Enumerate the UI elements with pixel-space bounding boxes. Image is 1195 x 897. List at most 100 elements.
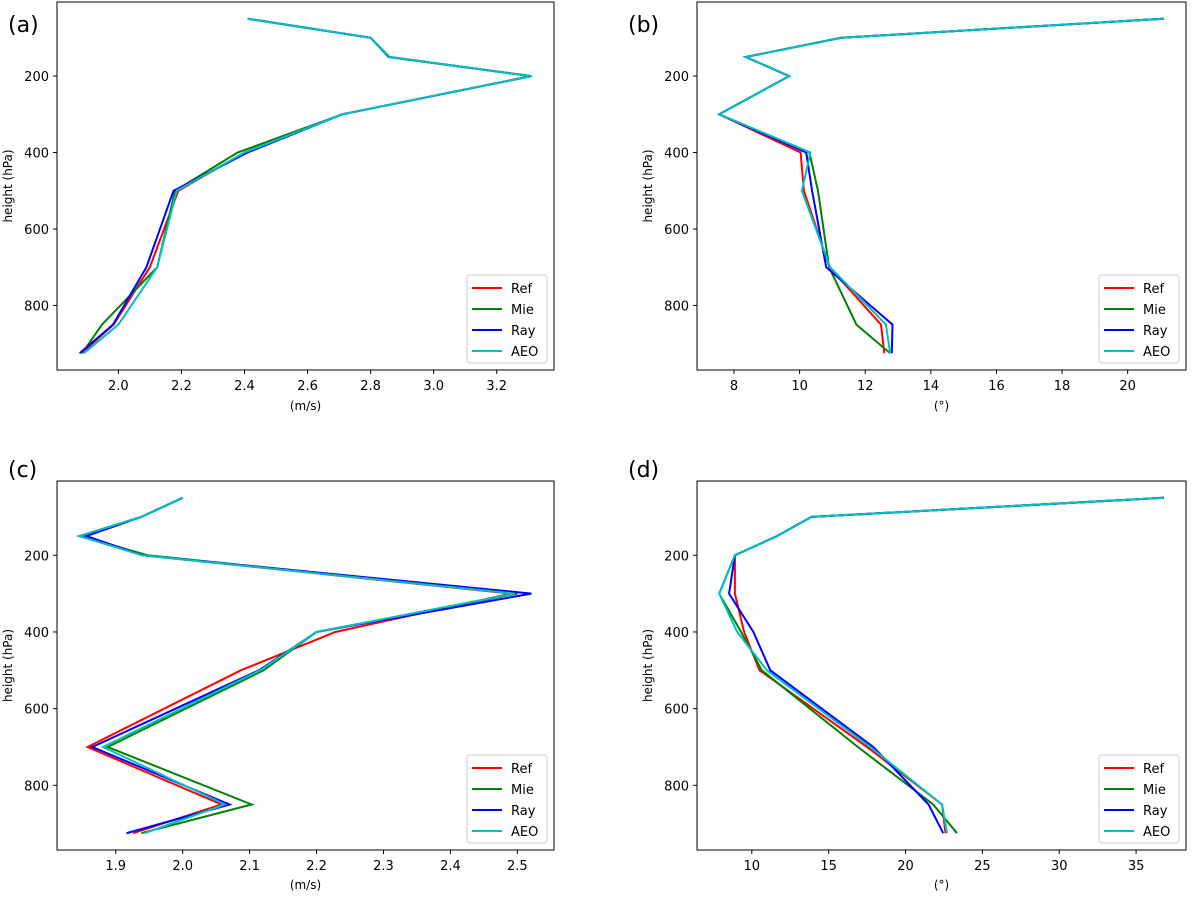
x-axis-label: (m/s) xyxy=(290,399,321,413)
legend: Ref Mie Ray AEO xyxy=(466,754,548,844)
subplot-b: (b) 8 10 12 14 16 18 20 200 400 600 800 (°) height (h… xyxy=(628,1,1187,413)
x-tick-label: 2.6 xyxy=(297,379,318,394)
y-tick-label: 400 xyxy=(24,626,49,641)
x-tick-label: 16 xyxy=(988,379,1005,394)
legend-label-mie: Mie xyxy=(1143,303,1166,318)
series-line-mie xyxy=(716,17,1164,355)
y-axis-label: height (hPa) xyxy=(641,149,655,222)
series-line-ray xyxy=(83,496,532,835)
legend-label-ref: Ref xyxy=(511,282,532,297)
x-tick-label: 30 xyxy=(1051,859,1068,874)
legend: Ref Mie Ray AEO xyxy=(1098,754,1180,844)
x-axis-label: (°) xyxy=(934,399,949,413)
y-tick-label: 200 xyxy=(664,70,689,85)
y-tick-label: 200 xyxy=(664,549,689,564)
x-tick-label: 2.0 xyxy=(108,379,129,394)
x-tick-label: 20 xyxy=(1119,379,1136,394)
y-tick-label: 800 xyxy=(24,779,49,794)
legend-label-ray: Ray xyxy=(511,804,536,819)
y-tick-label: 600 xyxy=(24,223,49,238)
x-tick-label: 3.0 xyxy=(423,379,444,394)
legend-label-aeo: AEO xyxy=(1143,345,1170,360)
x-tick-label: 20 xyxy=(897,859,914,874)
x-axis-label: (°) xyxy=(934,878,949,892)
subplot-c: (c) 1.9 2.0 2.1 2.2 2.3 2.4 2.5 200 400 600 800 (m/s… xyxy=(1,458,555,892)
x-tick-label: 3.2 xyxy=(486,379,507,394)
x-tick-label: 14 xyxy=(923,379,940,394)
series-line-aeo xyxy=(83,17,532,355)
panel-label: (a) xyxy=(8,13,39,38)
subplot-a: (a) 2.0 2.2 2.4 2.6 2.8 3.0 3.2 200 400 600 800 (m/s… xyxy=(1,1,555,413)
panel-label: (c) xyxy=(8,458,37,483)
legend-label-ref: Ref xyxy=(511,762,532,777)
legend-label-aeo: AEO xyxy=(511,825,538,840)
x-tick-label: 25 xyxy=(974,859,991,874)
axes-frame xyxy=(56,480,555,851)
legend-label-aeo: AEO xyxy=(511,345,538,360)
y-tick-label: 800 xyxy=(664,299,689,314)
y-tick-label: 400 xyxy=(664,626,689,641)
legend-label-ref: Ref xyxy=(1143,282,1164,297)
x-tick-label: 8 xyxy=(730,379,738,394)
axes-frame xyxy=(56,1,555,371)
y-tick-label: 200 xyxy=(24,549,49,564)
x-tick-label: 2.2 xyxy=(171,379,192,394)
series-line-aeo xyxy=(76,496,515,835)
x-tick-label: 2.4 xyxy=(440,859,461,874)
y-tick-label: 600 xyxy=(664,223,689,238)
legend-label-ray: Ray xyxy=(1143,804,1168,819)
x-tick-label: 18 xyxy=(1054,379,1071,394)
legend-label-mie: Mie xyxy=(511,303,534,318)
x-tick-label: 10 xyxy=(744,859,761,874)
legend-box xyxy=(466,274,548,364)
y-axis-label: height (hPa) xyxy=(1,149,15,222)
series-line-ref xyxy=(716,17,1164,354)
panel-label: (d) xyxy=(628,458,659,483)
legend-label-ray: Ray xyxy=(511,324,536,339)
legend: Ref Mie Ray AEO xyxy=(466,274,548,364)
y-tick-label: 400 xyxy=(664,147,689,162)
y-tick-label: 400 xyxy=(24,147,49,162)
x-tick-label: 12 xyxy=(857,379,874,394)
axes-frame xyxy=(696,480,1187,851)
subplot-d: (d) 10 15 20 25 30 35 200 400 600 800 (°) height (hP… xyxy=(628,458,1187,892)
x-tick-label: 2.1 xyxy=(239,859,260,874)
legend-label-aeo: AEO xyxy=(1143,825,1170,840)
series-line-ref xyxy=(76,496,511,835)
x-tick-label: 35 xyxy=(1128,859,1145,874)
y-tick-label: 800 xyxy=(664,779,689,794)
panel-label: (b) xyxy=(628,13,659,38)
x-tick-label: 2.3 xyxy=(373,859,394,874)
y-tick-label: 200 xyxy=(24,70,49,85)
x-tick-label: 2.2 xyxy=(306,859,327,874)
series-line-aeo xyxy=(718,496,1164,834)
x-tick-label: 2.0 xyxy=(172,859,193,874)
x-axis-label: (m/s) xyxy=(290,878,321,892)
series-line-ref xyxy=(80,17,532,355)
series-line-mie xyxy=(81,17,532,354)
legend-label-mie: Mie xyxy=(511,783,534,798)
legend-label-ray: Ray xyxy=(1143,324,1168,339)
axes-frame xyxy=(696,1,1187,371)
x-tick-label: 2.8 xyxy=(360,379,381,394)
y-tick-label: 600 xyxy=(664,703,689,718)
legend-box xyxy=(466,754,548,844)
y-axis-label: height (hPa) xyxy=(1,629,15,702)
legend-label-mie: Mie xyxy=(1143,783,1166,798)
legend-label-ref: Ref xyxy=(1143,762,1164,777)
x-tick-label: 2.4 xyxy=(234,379,255,394)
series-line-ray xyxy=(716,17,1164,354)
legend: Ref Mie Ray AEO xyxy=(1098,274,1180,364)
x-tick-label: 1.9 xyxy=(105,859,126,874)
series-line-aeo xyxy=(716,17,1164,354)
series-line-ray xyxy=(78,17,532,355)
legend-box xyxy=(1098,754,1180,844)
y-axis-label: height (hPa) xyxy=(641,629,655,702)
series-line-mie xyxy=(76,496,518,835)
series-line-mie xyxy=(718,496,1164,834)
x-tick-label: 15 xyxy=(820,859,837,874)
x-tick-label: 2.5 xyxy=(507,859,528,874)
y-tick-label: 800 xyxy=(24,299,49,314)
y-tick-label: 600 xyxy=(24,703,49,718)
